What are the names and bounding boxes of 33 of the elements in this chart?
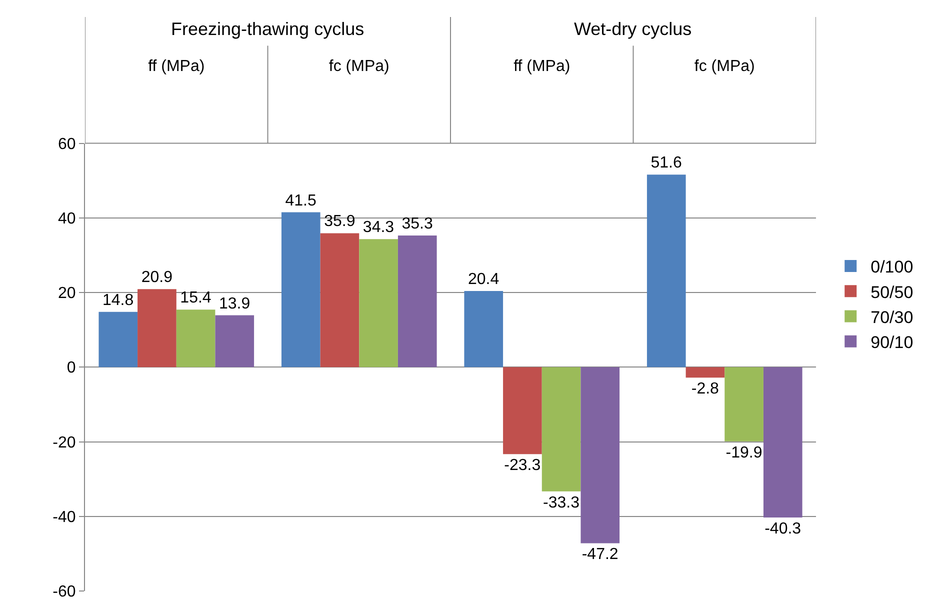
y-tick-label: 0: [66, 360, 76, 377]
x-tick-label: fc (MPa): [694, 58, 755, 76]
text: Wet-dry cyclus: [574, 19, 692, 39]
data-label: -2.8: [691, 380, 720, 398]
y-tick-label: -20: [52, 434, 76, 452]
data-label: 35.9: [324, 213, 356, 230]
data-label: -19.9: [726, 444, 762, 462]
data-label: -33.3: [543, 494, 580, 512]
x-tick-label: ff (MPa): [514, 58, 570, 76]
x-tick-label: fc (MPa): [328, 58, 390, 76]
y-tick-label: -40: [52, 508, 76, 526]
data-label: 20.9: [141, 269, 173, 286]
legend-label: 90/10: [870, 332, 914, 352]
data-label: 15.4: [180, 290, 212, 307]
text: Freezing-thawing cyclus: [171, 19, 364, 39]
data-label: 35.3: [402, 215, 433, 232]
data-label: 20.4: [468, 271, 500, 288]
y-tick-label: 20: [58, 285, 76, 302]
x-tick-label: ff (MPa): [148, 58, 205, 76]
legend-label: 0/100: [870, 258, 914, 277]
data-label: 41.5: [285, 192, 316, 210]
data-label: 14.8: [102, 292, 134, 309]
data-label: 51.6: [650, 154, 682, 172]
y-tick-label: 60: [58, 136, 76, 153]
data-label: 13.9: [219, 295, 250, 312]
data-label: 34.3: [362, 219, 394, 236]
data-label: -23.3: [504, 457, 541, 474]
legend-label: 50/50: [870, 282, 914, 302]
data-label: -40.3: [764, 520, 802, 538]
y-tick-label: 40: [58, 210, 76, 228]
data-label: -47.2: [582, 546, 618, 564]
y-tick-label: -60: [52, 584, 76, 601]
legend-label: 70/30: [870, 308, 914, 327]
